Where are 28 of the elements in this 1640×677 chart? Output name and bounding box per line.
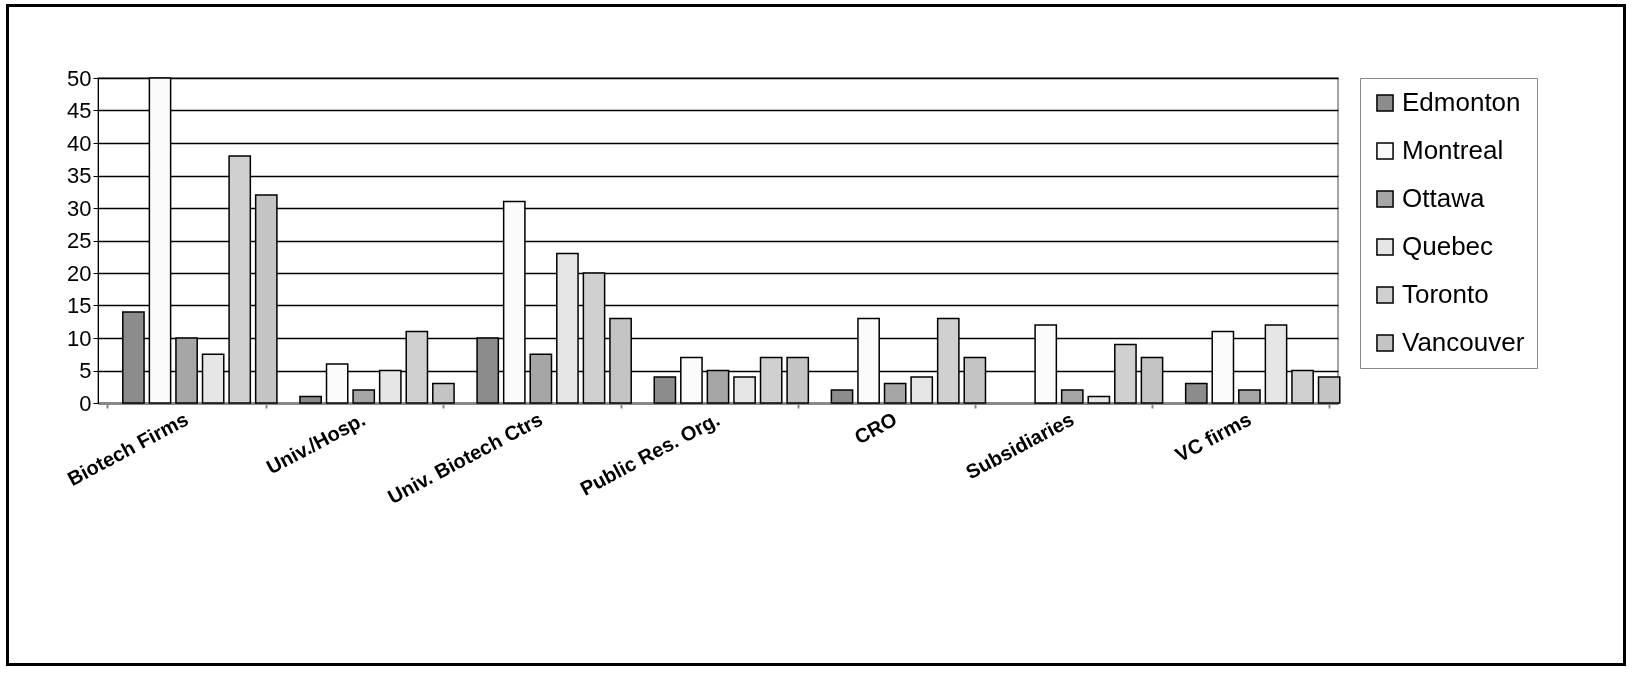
y-tick-label: 35 (67, 163, 92, 188)
y-tick-label: 45 (67, 98, 92, 123)
bar (883, 382, 907, 404)
bar (432, 382, 455, 404)
y-tick-label: 0 (79, 390, 92, 416)
y-tick-label: 30 (67, 195, 92, 221)
bar (733, 376, 756, 404)
bar (1087, 395, 1111, 404)
x-tick-label: CRO (850, 407, 901, 449)
bar (352, 389, 376, 404)
legend-label: Montreal (1402, 135, 1504, 165)
y-tick-label: 10 (67, 325, 92, 351)
y-tick-label: 20 (67, 260, 92, 286)
y-tick-label: 40 (67, 130, 92, 156)
bar (1317, 376, 1341, 404)
bar (910, 376, 934, 404)
legend-label: Ottawa (1402, 183, 1485, 213)
y-tick-label: 25 (67, 228, 92, 253)
bar (1238, 389, 1261, 404)
legend-label: Edmonton (1402, 87, 1521, 117)
y-tick-label: 50 (67, 65, 92, 91)
legend-label: Vancouver (1402, 327, 1525, 357)
y-tick-label: 5 (79, 358, 92, 383)
y-tick-label: 15 (67, 293, 92, 318)
legend-label: Toronto (1402, 279, 1489, 309)
bar (1060, 389, 1084, 404)
x-tick-label: VC firms (1171, 407, 1255, 466)
legend-label: Quebec (1402, 231, 1494, 261)
